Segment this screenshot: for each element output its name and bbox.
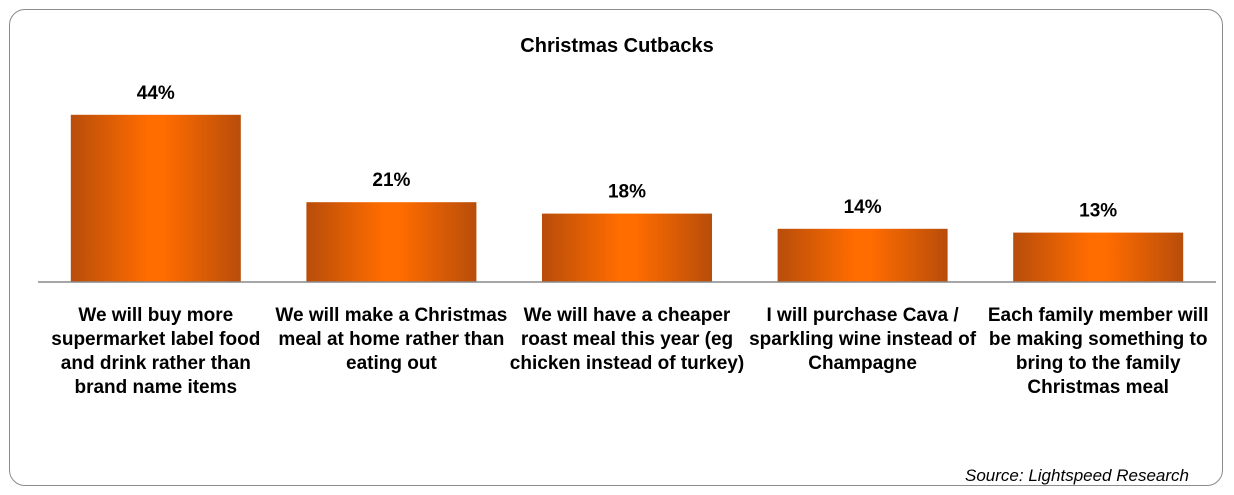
category-label-4: I will purchase Cava / sparkling wine in… <box>749 305 977 374</box>
data-label-4: 14% <box>844 197 882 218</box>
data-label-3: 18% <box>608 182 646 203</box>
source-note: Source: Lightspeed Research <box>965 466 1189 485</box>
bar-5 <box>1013 232 1184 282</box>
bar-4 <box>777 228 948 282</box>
category-label-3: We will have a cheaper roast meal this y… <box>509 305 745 374</box>
bar-3 <box>542 213 712 282</box>
chart-title: Christmas Cutbacks <box>520 35 713 57</box>
category-label-1: We will buy more supermarket label food … <box>51 305 261 398</box>
data-label-2: 21% <box>372 170 410 191</box>
bar-1 <box>70 114 241 282</box>
category-label-5: Each family member will be making someth… <box>987 305 1209 398</box>
bar-2 <box>306 202 477 282</box>
data-label-5: 13% <box>1079 201 1117 222</box>
data-label-1: 44% <box>137 83 175 104</box>
category-label-2: We will make a Christmas meal at home ra… <box>275 305 508 374</box>
